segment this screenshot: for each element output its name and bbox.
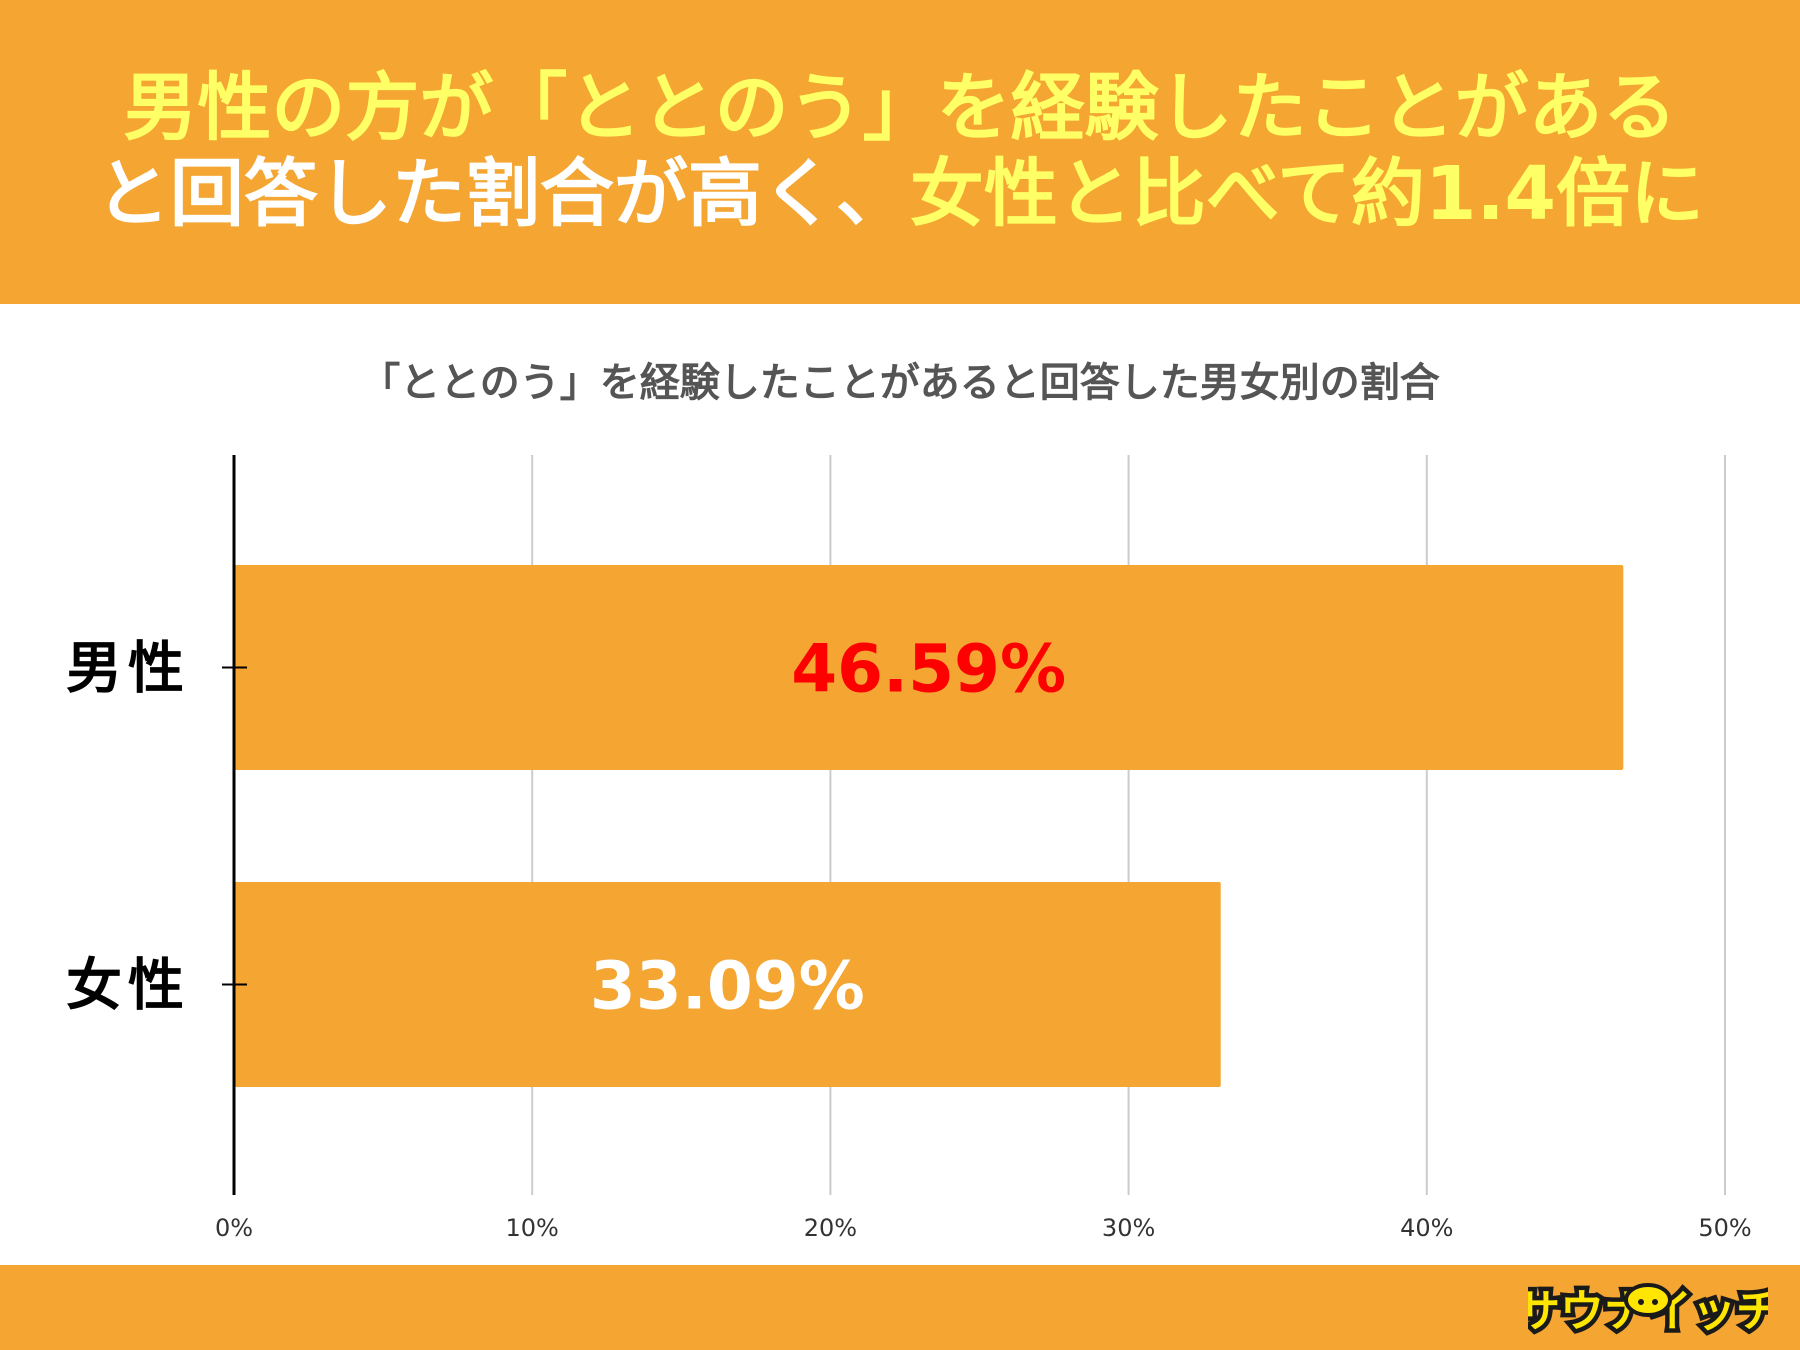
mascot-eye-icon — [1652, 1299, 1658, 1305]
headline-line-1: 男性の方が「ととのう」を経験したことがある — [0, 66, 1800, 150]
x-tick-label: 30% — [1102, 1214, 1155, 1242]
sauna-mascot-logo-icon: サウナイッチ — [1528, 1282, 1768, 1342]
x-tick-label: 20% — [804, 1214, 857, 1242]
x-tick-label: 50% — [1698, 1214, 1751, 1242]
x-tick-label: 40% — [1400, 1214, 1453, 1242]
bar — [234, 882, 1221, 1087]
line2-segment: と回答した割合が高く、 — [95, 151, 910, 237]
category-label: 女性 — [66, 954, 190, 1019]
bar — [234, 565, 1624, 770]
bars: 46.59% 33.09% — [234, 565, 1624, 1087]
headline-line-2: と回答した割合が高く、女性と比べて約1.4倍に — [0, 152, 1800, 236]
footer-band — [0, 1265, 1800, 1350]
x-tick-label: 0% — [215, 1214, 253, 1242]
category-label: 男性 — [66, 637, 190, 702]
bar-value-label: 46.59% — [791, 631, 1066, 708]
line1-segment: 男性の方が「ととのう」を経験したことがある — [123, 65, 1677, 151]
mascot-eye-icon — [1638, 1299, 1644, 1305]
header-banner — [0, 0, 1800, 304]
chart-title: 「ととのう」を経験したことがあると回答した男女別の割合 — [360, 360, 1440, 406]
bar-value-label: 33.09% — [590, 948, 865, 1025]
mascot-head-icon — [1624, 1283, 1672, 1317]
x-tick-label: 10% — [506, 1214, 559, 1242]
line2-segment: 女性と比べて約1.4倍に — [909, 151, 1705, 237]
